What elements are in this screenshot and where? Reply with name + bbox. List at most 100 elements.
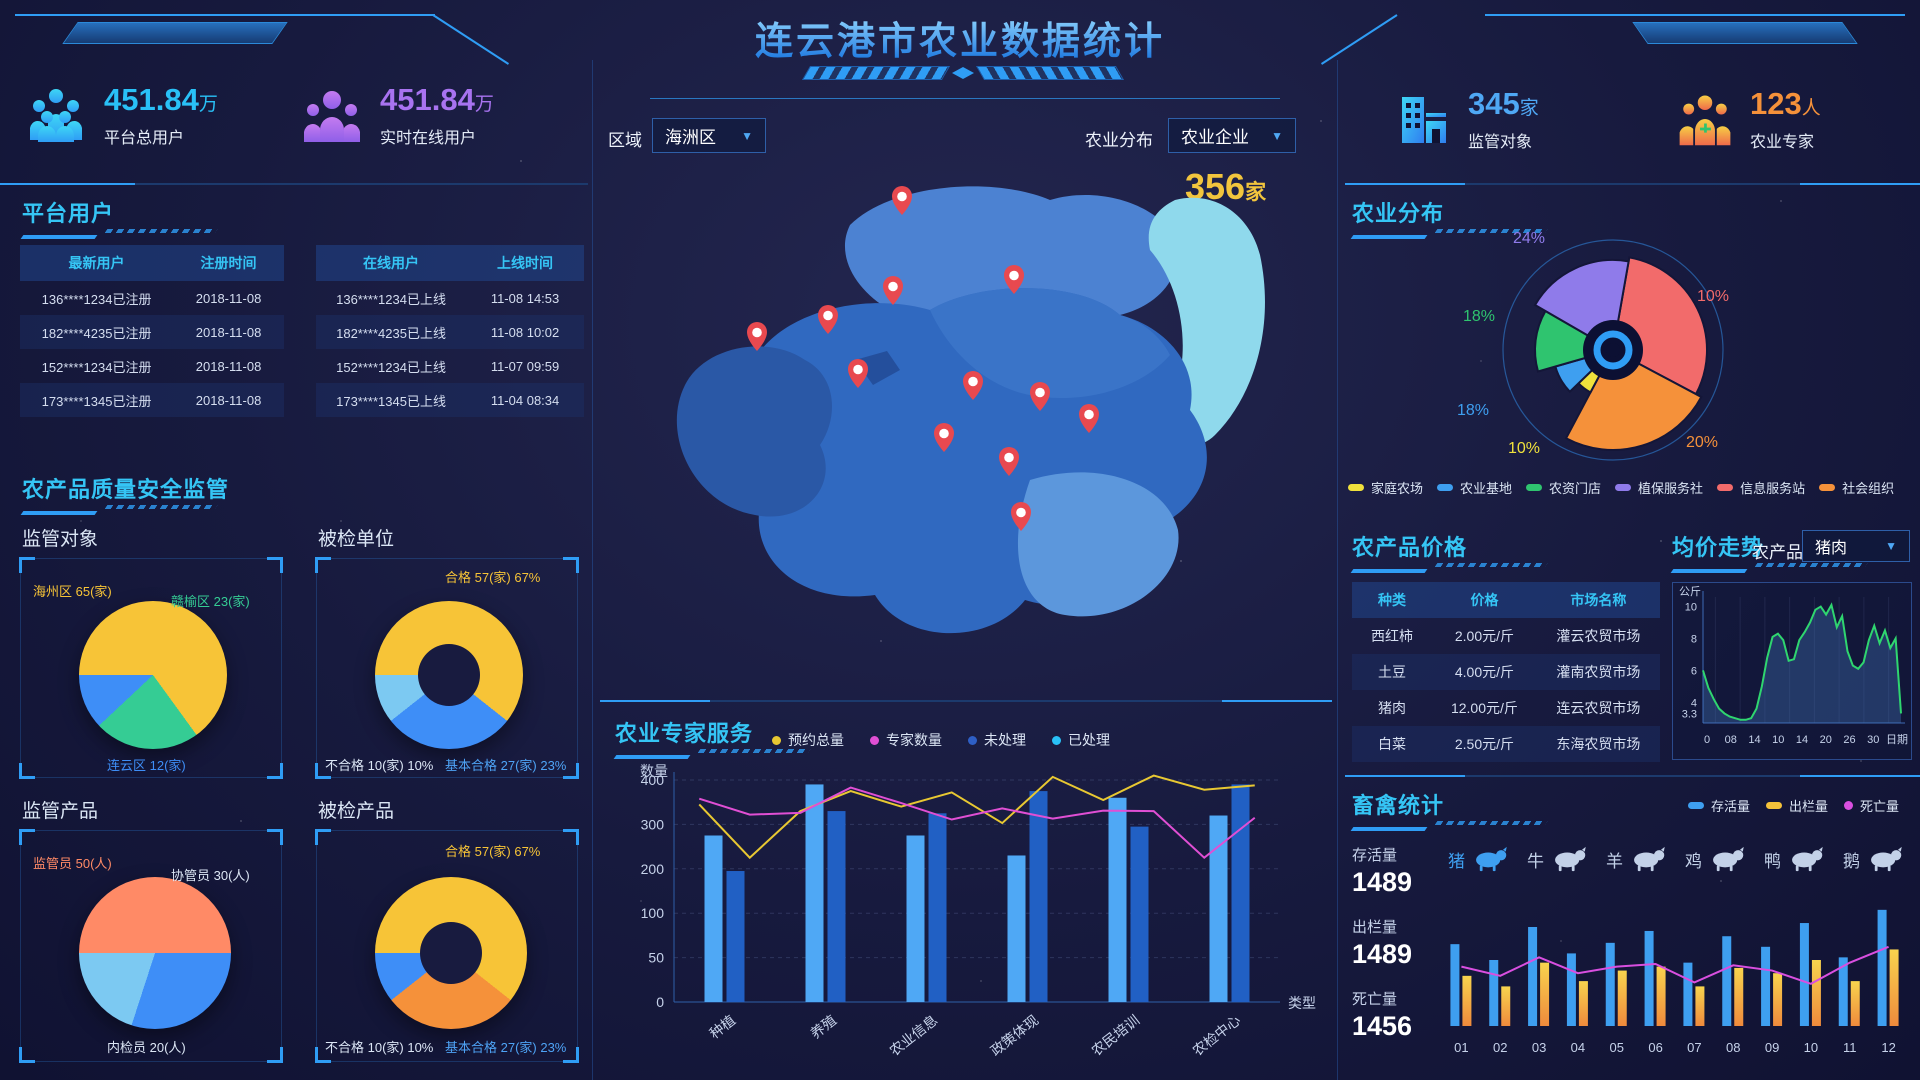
- product-select-value: 猪肉: [1815, 540, 1848, 557]
- subtitle-supervise-products: 监管产品: [22, 801, 99, 822]
- stat-value: 123人: [1750, 86, 1821, 121]
- livestock-stat-alive: 存活量 1489: [1352, 847, 1413, 897]
- svg-text:03: 03: [1532, 1040, 1546, 1055]
- legend-item[interactable]: 出栏量: [1766, 796, 1828, 815]
- map-pin[interactable]: [883, 276, 903, 305]
- legend-item[interactable]: 未处理: [968, 730, 1026, 750]
- header-underline: [650, 98, 1280, 99]
- map-pin[interactable]: [963, 371, 983, 400]
- donut-chart: [375, 877, 527, 1029]
- animal-tab-1[interactable]: 猪: [1448, 846, 1509, 872]
- header-decoration-right: [1485, 14, 1905, 16]
- divider: [1345, 183, 1920, 185]
- stat-value: 451.84万: [380, 82, 494, 117]
- region-map: [676, 186, 1265, 634]
- table-row: 白菜 2.50元/斤 东海农贸市场: [1352, 726, 1660, 762]
- legend-item[interactable]: 已处理: [1052, 730, 1110, 750]
- svg-text:06: 06: [1648, 1040, 1662, 1055]
- map-pin[interactable]: [934, 423, 954, 452]
- stat-label: 平台总用户: [104, 130, 185, 147]
- map-pin[interactable]: [818, 305, 838, 334]
- stat-experts: 123人 农业专家: [1676, 86, 1821, 152]
- subtitle-inspected-products: 被检产品: [318, 801, 395, 822]
- map-pin[interactable]: [1011, 502, 1031, 531]
- map-pin[interactable]: [892, 186, 912, 215]
- map-region-southeast: [1017, 472, 1179, 617]
- livestock-chart: 01 02 03 04 05 06 07 08 09 10 11 12: [1450, 909, 1899, 1055]
- pie-label: 基本合格 27(家) 23%: [445, 1040, 567, 1055]
- svg-text:11: 11: [1843, 1040, 1857, 1055]
- svg-text:08: 08: [1726, 1040, 1740, 1055]
- legend-item[interactable]: 家庭农场: [1348, 478, 1423, 497]
- legend-item[interactable]: 信息服务站: [1717, 478, 1805, 497]
- animal-tab-5[interactable]: 鸭: [1764, 846, 1825, 872]
- table-header: 最新用户 注册时间: [20, 245, 284, 281]
- animal-tab-3[interactable]: 羊: [1606, 846, 1667, 872]
- animal-icon: [1555, 846, 1586, 872]
- svg-text:10: 10: [1685, 602, 1697, 614]
- section-expert-service: 农业专家服务: [613, 716, 811, 759]
- svg-text:50: 50: [648, 950, 664, 966]
- pie-label: 不合格 10(家) 10%: [325, 1040, 434, 1055]
- rose-pct-label: 24%: [1513, 230, 1546, 247]
- svg-text:07: 07: [1687, 1040, 1701, 1055]
- legend-item[interactable]: 农业基地: [1437, 478, 1512, 497]
- pie-label: 不合格 10(家) 10%: [325, 758, 434, 773]
- online-users-icon: [304, 91, 360, 142]
- legend-item[interactable]: 预约总量: [772, 730, 844, 750]
- product-select-label: 农产品: [1752, 543, 1803, 562]
- svg-text:26: 26: [1843, 734, 1855, 746]
- table-row: 西红柿 2.00元/斤 灌云农贸市场: [1371, 628, 1641, 644]
- svg-text:种植: 种植: [706, 1012, 738, 1042]
- legend-item[interactable]: 死亡量: [1844, 796, 1899, 815]
- map-pin[interactable]: [1030, 382, 1050, 411]
- svg-text:14: 14: [1796, 734, 1808, 746]
- section-price-trend: 均价走势: [1670, 530, 1868, 573]
- price-trend-chart: 公斤 10 8 6 43.3 0 08 14 10 14 20 26 30 日期: [1679, 585, 1908, 746]
- map-pin[interactable]: [1004, 265, 1024, 294]
- distribution-rose-chart: [1502, 239, 1724, 461]
- expert-chart-legend: 预约总量 专家数量 未处理 已处理: [772, 730, 1110, 750]
- svg-text:政策体现: 政策体现: [987, 1012, 1041, 1059]
- region-select[interactable]: 海洲区 ▼: [652, 118, 766, 153]
- legend-item[interactable]: 农资门店: [1526, 478, 1601, 497]
- svg-text:05: 05: [1610, 1040, 1624, 1055]
- animal-icon: [1792, 846, 1823, 872]
- distribution-legend: 家庭农场 农业基地 农资门店 植保服务社 信息服务站 社会组织: [1348, 478, 1894, 497]
- livestock-stat-sold: 出栏量 1489: [1352, 919, 1413, 969]
- svg-text:6: 6: [1691, 665, 1697, 677]
- svg-text:8: 8: [1691, 633, 1697, 645]
- map-pins[interactable]: [747, 186, 1099, 531]
- experts-icon: [1679, 95, 1731, 146]
- chevron-down-icon: ▼: [741, 128, 753, 143]
- svg-text:农业信息: 农业信息: [886, 1012, 940, 1059]
- animal-label: 羊: [1606, 851, 1623, 871]
- distribution-select-label: 农业分布: [1085, 131, 1153, 150]
- legend-item[interactable]: 存活量: [1688, 796, 1750, 815]
- table-row: 土豆 4.00元/斤 灌南农贸市场: [1352, 654, 1660, 690]
- section-agri-price: 农产品价格: [1350, 530, 1548, 573]
- animal-tab-6[interactable]: 鹅: [1843, 846, 1904, 872]
- distribution-select[interactable]: 农业企业 ▼: [1168, 118, 1296, 153]
- animal-tab-4[interactable]: 鸡: [1685, 846, 1746, 872]
- legend-item[interactable]: 专家数量: [870, 730, 942, 750]
- livestock-legend: 存活量 出栏量 死亡量: [1688, 796, 1899, 815]
- map-pin[interactable]: [1079, 404, 1099, 433]
- legend-item[interactable]: 社会组织: [1819, 478, 1894, 497]
- map-pin[interactable]: [999, 447, 1019, 476]
- product-select[interactable]: 猪肉 ▼: [1802, 530, 1910, 562]
- pie-label: 基本合格 27(家) 23%: [445, 758, 567, 773]
- svg-text:类型: 类型: [1288, 995, 1316, 1011]
- map-pin[interactable]: [848, 359, 868, 388]
- svg-text:08: 08: [1725, 734, 1737, 746]
- panel-separator-left: [592, 60, 593, 1080]
- map-pin[interactable]: [747, 322, 767, 351]
- register-table: 最新用户 注册时间 136****1234已注册 2018-11-08 182**…: [20, 245, 284, 417]
- animal-tab-2[interactable]: 牛: [1527, 846, 1588, 872]
- pie-label: 海州区 65(家): [33, 584, 112, 599]
- section-livestock: 畜禽统计: [1350, 788, 1548, 831]
- svg-text:09: 09: [1765, 1040, 1779, 1055]
- legend-item[interactable]: 植保服务社: [1615, 478, 1703, 497]
